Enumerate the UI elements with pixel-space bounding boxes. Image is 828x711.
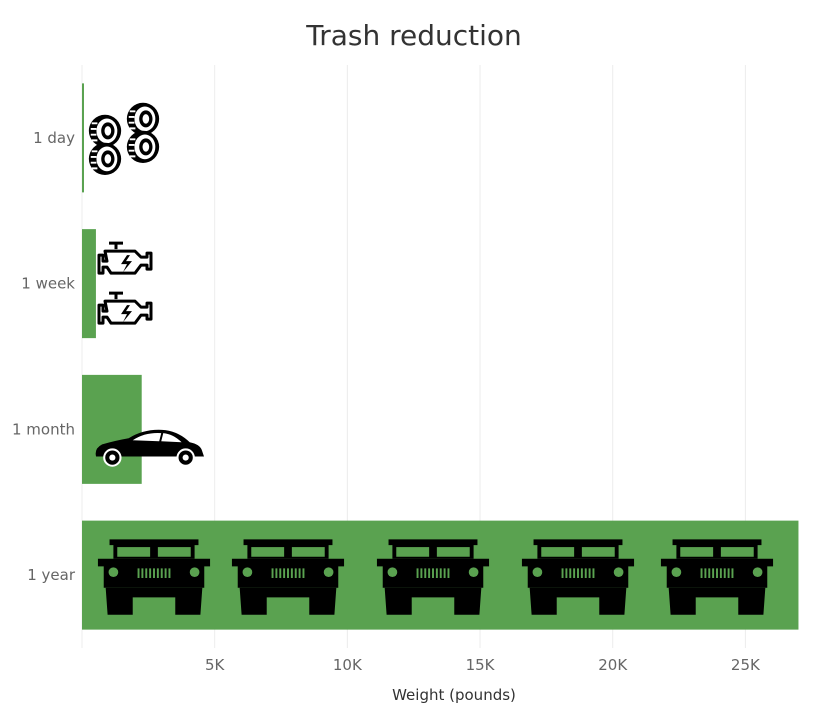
category-label: 1 year bbox=[27, 566, 76, 584]
x-tick-label: 25K bbox=[731, 656, 761, 674]
category-labels: 1 day 1 week 1 month 1 year bbox=[12, 129, 76, 584]
tire-icon bbox=[87, 113, 123, 148]
x-tick-label: 20K bbox=[598, 656, 628, 674]
engine-icon bbox=[97, 291, 153, 325]
x-tick-label: 10K bbox=[333, 656, 363, 674]
tire-icon bbox=[125, 129, 161, 164]
bar-1-week bbox=[82, 229, 96, 339]
bar-1-month bbox=[82, 374, 142, 484]
x-tick-label: 15K bbox=[466, 656, 496, 674]
engine-icon bbox=[97, 241, 153, 275]
bar-1-day bbox=[82, 83, 84, 193]
category-label: 1 day bbox=[33, 129, 75, 147]
x-tick-labels: 5K 10K 15K 20K 25K bbox=[205, 656, 761, 674]
chart-title: Trash reduction bbox=[305, 19, 522, 52]
x-axis-label: Weight (pounds) bbox=[392, 686, 516, 704]
tire-icon bbox=[87, 141, 123, 176]
x-tick-label: 5K bbox=[205, 656, 226, 674]
tire-icon bbox=[125, 101, 161, 136]
category-label: 1 week bbox=[21, 275, 75, 293]
category-label: 1 month bbox=[12, 420, 75, 438]
